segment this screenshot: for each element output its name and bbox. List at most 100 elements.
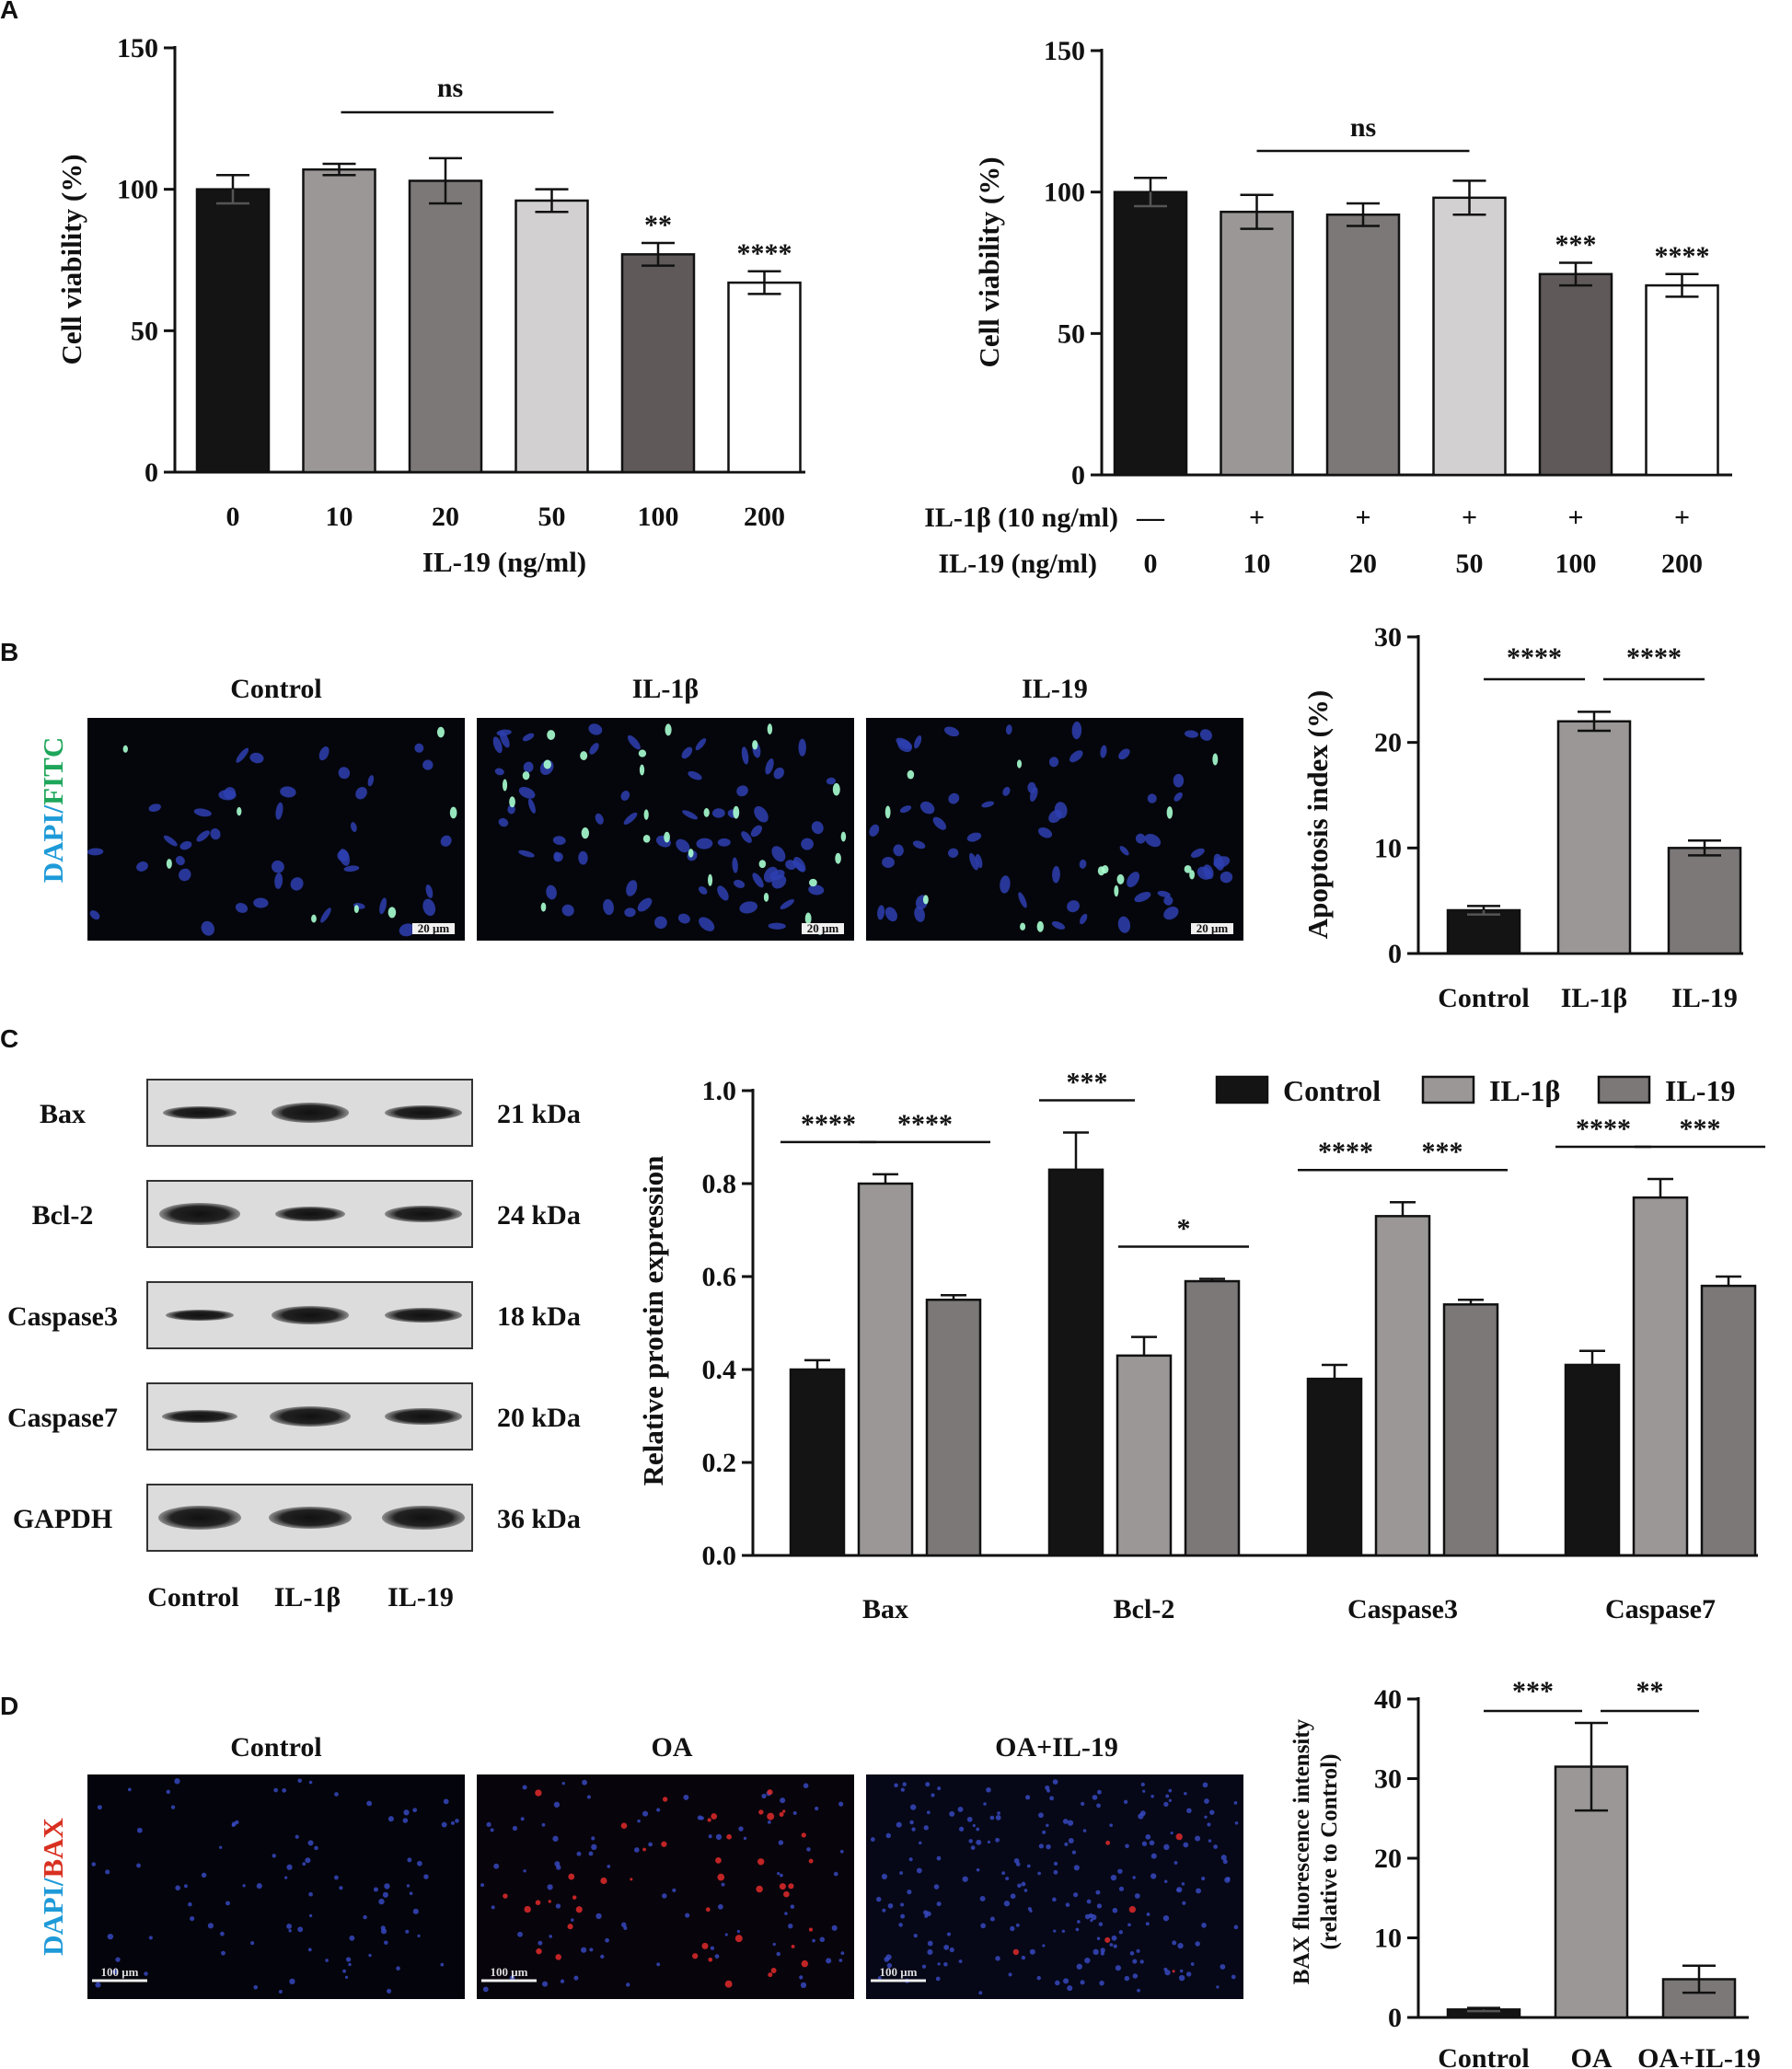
- nucleus: [443, 1798, 449, 1805]
- svg-text:100 μm: 100 μm: [880, 1965, 918, 1979]
- nucleus: [989, 1916, 995, 1922]
- nucleus: [1201, 1923, 1207, 1928]
- nucleus: [1141, 1841, 1148, 1846]
- tunel-positive-cell: [752, 740, 758, 750]
- nucleus: [1163, 1844, 1170, 1850]
- bar: [302, 168, 376, 474]
- bax-signal: [620, 1822, 628, 1829]
- image-title-oa: OA: [652, 1732, 693, 1763]
- blot-band: [269, 1507, 352, 1529]
- nucleus: [936, 1855, 942, 1861]
- bar: [727, 281, 802, 474]
- nucleus: [976, 1827, 980, 1832]
- nucleus: [450, 1820, 455, 1825]
- nucleus: [409, 1891, 413, 1896]
- nucleus: [518, 786, 536, 799]
- nucleus: [107, 1933, 114, 1940]
- nucleus: [382, 1891, 388, 1898]
- nucleus: [1067, 1985, 1073, 1992]
- nucleus: [318, 746, 329, 761]
- nucleus: [736, 1929, 741, 1934]
- nucleus: [112, 1969, 119, 1975]
- nucleus: [387, 1816, 394, 1822]
- condition-rows: — 0 +10 +20 +50 +100 +200: [1136, 503, 1703, 579]
- nucleus: [1127, 1923, 1131, 1927]
- nucleus: [1027, 1907, 1032, 1912]
- nucleus: [936, 1901, 942, 1907]
- nucleus: [1061, 1929, 1066, 1934]
- bracket-label: ****: [1576, 1114, 1631, 1144]
- nucleus: [1183, 1842, 1189, 1848]
- image-title-control-d: Control: [230, 1732, 321, 1763]
- nucleus: [220, 1931, 225, 1936]
- nucleus: [280, 786, 296, 798]
- nucleus: [207, 1923, 214, 1929]
- nucleus: [919, 801, 935, 815]
- nucleus: [253, 1984, 259, 1990]
- nucleus: [1150, 1794, 1154, 1798]
- nucleus: [256, 1883, 262, 1890]
- kda-label: 24 kDa: [497, 1200, 581, 1231]
- kda-label: 20 kDa: [497, 1403, 581, 1433]
- nucleus: [1118, 1930, 1124, 1935]
- x-tick-label: Control: [1438, 983, 1529, 1013]
- svg-text:100 μm: 100 μm: [101, 1965, 139, 1979]
- nucleus: [1209, 1809, 1215, 1815]
- nucleus: [334, 1875, 339, 1880]
- nucleus: [91, 1862, 97, 1867]
- nucleus: [1196, 1888, 1202, 1894]
- tunel-positive-cell: [122, 745, 128, 753]
- panel-label-d: D: [0, 1692, 18, 1720]
- bar: [1700, 1284, 1757, 1557]
- nucleus: [412, 1908, 419, 1914]
- nucleus: [831, 1925, 838, 1931]
- nucleus: [877, 1976, 882, 1980]
- nucleus: [1137, 1988, 1140, 1993]
- nucleus: [520, 1817, 525, 1821]
- nucleus: [1100, 1948, 1105, 1953]
- nucleus: [1127, 872, 1140, 888]
- nucleus: [1195, 1941, 1200, 1947]
- nucleus: [970, 1845, 976, 1850]
- nucleus: [1173, 792, 1183, 802]
- bar: [1556, 720, 1632, 955]
- nucleus: [1010, 1893, 1016, 1900]
- nucleus: [1005, 724, 1012, 735]
- nucleus: [1220, 1964, 1226, 1970]
- nucleus: [1038, 1812, 1044, 1819]
- nucleus: [166, 1789, 171, 1795]
- nucleus: [1064, 1842, 1069, 1846]
- tunel-positive-cell: [581, 827, 590, 839]
- nucleus: [1112, 1907, 1118, 1913]
- nucleus: [780, 1873, 783, 1878]
- bax-signal: [701, 1942, 709, 1949]
- nucleus: [440, 835, 452, 847]
- nucleus: [876, 1896, 882, 1902]
- nucleus: [581, 1947, 587, 1953]
- nucleus: [589, 1948, 594, 1952]
- nucleus: [1202, 1782, 1208, 1788]
- nucleus: [1195, 1835, 1201, 1842]
- nucleus: [561, 1781, 565, 1786]
- nucleus: [115, 1957, 121, 1962]
- nucleus: [219, 1845, 223, 1849]
- bax-signal: [783, 1890, 790, 1898]
- nucleus: [455, 1819, 459, 1823]
- nucleus: [778, 1840, 784, 1845]
- nucleus: [1179, 1969, 1184, 1973]
- nucleus: [546, 884, 557, 900]
- nucleus: [1220, 1855, 1227, 1861]
- nucleus: [1048, 757, 1059, 768]
- nucleus: [1092, 1795, 1098, 1800]
- nucleus: [1062, 1819, 1069, 1824]
- nucleus: [184, 1884, 188, 1889]
- nucleus: [637, 1819, 641, 1823]
- nucleus: [927, 1940, 933, 1947]
- nucleus: [1138, 1813, 1144, 1820]
- lane-label: Control: [147, 1582, 238, 1612]
- y-axis-label: Cell viability (%): [55, 154, 87, 364]
- nucleus: [1162, 1914, 1170, 1922]
- nucleus: [808, 884, 825, 896]
- nucleus: [302, 1862, 306, 1867]
- nucleus: [314, 1845, 318, 1851]
